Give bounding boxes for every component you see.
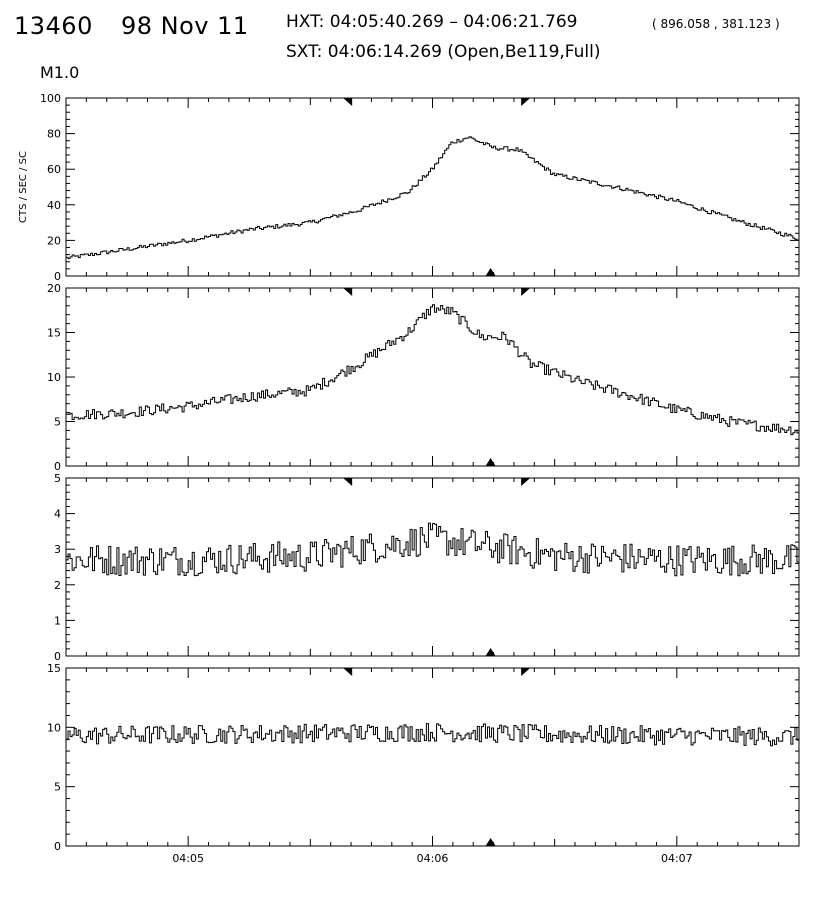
y-tick-label: 5 <box>54 472 61 485</box>
y-tick-label: 15 <box>47 662 61 675</box>
y-tick-label: 5 <box>54 781 61 794</box>
hxt-interval-marker <box>521 478 531 486</box>
y-tick-label: 0 <box>54 840 61 853</box>
light-curve-series <box>66 304 799 436</box>
hxt-interval-marker <box>521 288 531 296</box>
hxt-time-range: HXT: 04:05:40.269 – 04:06:21.769 <box>286 12 578 32</box>
y-tick-label: 3 <box>54 543 61 556</box>
x-tick-label: 04:06 <box>417 852 449 865</box>
y-tick-label: 20 <box>47 234 61 247</box>
hxt-coordinates: ( 896.058 , 381.123 ) <box>652 17 780 31</box>
y-tick-label: 4 <box>54 508 61 521</box>
panel-4: 0 5 10 15 <box>47 662 800 853</box>
light-curve-series <box>66 723 799 747</box>
hxt-interval-marker <box>343 288 353 296</box>
y-tick-label: 15 <box>47 327 61 340</box>
flare-number: 13460 <box>14 12 93 40</box>
sxt-time-marker <box>485 648 496 656</box>
sxt-time-info: SXT: 04:06:14.269 (Open,Be119,Full) <box>286 42 601 62</box>
y-tick-label: 60 <box>47 163 61 176</box>
panel-frame <box>65 667 800 847</box>
y-tick-label: 5 <box>54 416 61 429</box>
panel-frame <box>65 97 800 277</box>
light-curve-series <box>66 136 799 260</box>
sxt-time-marker <box>485 838 496 846</box>
y-tick-label: 100 <box>40 92 61 105</box>
y-tick-label: 0 <box>54 650 61 663</box>
hxt-interval-marker <box>521 98 531 106</box>
y-tick-label: 40 <box>47 199 61 212</box>
y-tick-label: 10 <box>47 721 61 734</box>
hxt-interval-marker <box>343 98 353 106</box>
flare-class: M1.0 <box>40 63 80 82</box>
observation-date: 98 Nov 11 <box>121 12 249 40</box>
panel-frame <box>65 477 800 657</box>
panel-2: 0 5 10 15 20 <box>47 282 800 473</box>
y-axis-label: CTS / SEC / SC <box>18 151 29 223</box>
hxt-interval-marker <box>521 668 531 676</box>
x-tick-label: 04:05 <box>172 852 204 865</box>
panel-frame <box>65 287 800 467</box>
y-tick-label: 0 <box>54 270 61 283</box>
panel-3: 0 1 2 3 4 5 <box>54 472 800 663</box>
hxt-interval-marker <box>343 478 353 486</box>
y-tick-label: 80 <box>47 128 61 141</box>
y-tick-label: 2 <box>54 579 61 592</box>
y-tick-label: 1 <box>54 614 61 627</box>
sxt-time-marker <box>485 458 496 466</box>
light-curve-series <box>66 522 799 577</box>
sxt-time-marker <box>485 268 496 276</box>
y-tick-label: 10 <box>47 371 61 384</box>
panel-1: 0 20 40 60 80 100 CTS / SEC / SC <box>18 92 800 283</box>
y-tick-label: 20 <box>47 282 61 295</box>
y-tick-label: 0 <box>54 460 61 473</box>
x-tick-label: 04:07 <box>661 852 693 865</box>
hxt-interval-marker <box>343 668 353 676</box>
